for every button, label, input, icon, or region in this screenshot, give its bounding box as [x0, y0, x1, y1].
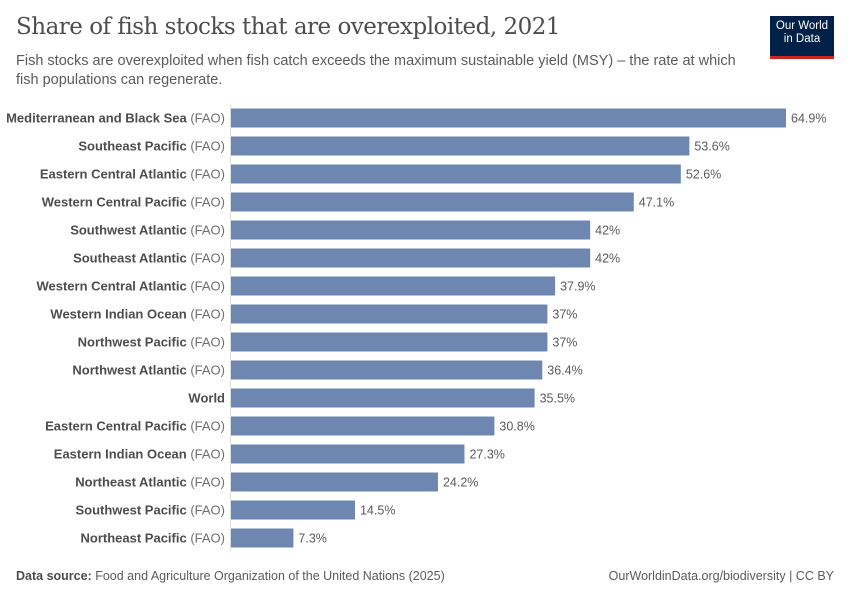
bar[interactable]	[231, 388, 535, 408]
bar[interactable]	[231, 220, 591, 240]
bar[interactable]	[231, 108, 786, 128]
category-name: Northeast Atlantic	[75, 475, 186, 490]
bar[interactable]	[231, 472, 438, 492]
source-text: Food and Agriculture Organization of the…	[95, 569, 445, 583]
category-name: Eastern Central Pacific	[45, 419, 187, 434]
category-suffix: (FAO)	[187, 167, 225, 182]
category-suffix: (FAO)	[187, 139, 225, 154]
category-name: Northwest Atlantic	[72, 363, 186, 378]
bar[interactable]	[231, 528, 294, 548]
bar[interactable]	[231, 192, 634, 212]
category-label: Northeast Pacific (FAO)	[81, 531, 225, 546]
chart-subtitle: Fish stocks are overexploited when fish …	[16, 53, 736, 88]
category-label: Mediterranean and Black Sea (FAO)	[6, 111, 225, 126]
value-label: 7.3%	[298, 532, 327, 546]
category-suffix: (FAO)	[187, 475, 225, 490]
chart-title: Share of fish stocks that are overexploi…	[16, 14, 561, 40]
category-label: Southeast Atlantic (FAO)	[73, 251, 225, 266]
bar[interactable]	[231, 304, 548, 324]
license: | CC BY	[789, 569, 834, 583]
value-label: 27.3%	[469, 448, 504, 462]
category-name: Southwest Pacific	[75, 503, 186, 518]
bar[interactable]	[231, 416, 495, 436]
bar[interactable]	[231, 248, 591, 268]
footer-right: OurWorldinData.org/biodiversity | CC BY	[609, 569, 834, 583]
value-label: 53.6%	[694, 140, 729, 154]
bar[interactable]	[231, 276, 556, 296]
category-suffix: (FAO)	[187, 251, 225, 266]
category-label: Western Central Pacific (FAO)	[42, 195, 225, 210]
value-label: 52.6%	[686, 168, 721, 182]
category-suffix: (FAO)	[187, 503, 225, 518]
value-label: 36.4%	[547, 364, 582, 378]
category-suffix: (FAO)	[187, 195, 225, 210]
category-label: Northwest Atlantic (FAO)	[72, 363, 225, 378]
value-label: 24.2%	[443, 476, 478, 490]
category-name: Eastern Central Atlantic	[40, 167, 187, 182]
category-suffix: (FAO)	[187, 111, 225, 126]
bar[interactable]	[231, 444, 465, 464]
category-name: Northeast Pacific	[81, 531, 187, 546]
category-label: Southwest Atlantic (FAO)	[70, 223, 225, 238]
bar[interactable]	[231, 500, 355, 520]
category-suffix: (FAO)	[187, 335, 225, 350]
value-label: 30.8%	[499, 420, 534, 434]
category-label: Eastern Central Pacific (FAO)	[45, 419, 225, 434]
category-suffix: (FAO)	[187, 307, 225, 322]
category-label: Eastern Indian Ocean (FAO)	[54, 447, 225, 462]
value-label: 37%	[552, 336, 577, 350]
category-label: Southwest Pacific (FAO)	[75, 503, 225, 518]
category-label: Western Indian Ocean (FAO)	[50, 307, 225, 322]
category-suffix: (FAO)	[187, 363, 225, 378]
category-name: Mediterranean and Black Sea	[6, 111, 187, 126]
category-suffix: (FAO)	[187, 223, 225, 238]
category-suffix: (FAO)	[187, 419, 225, 434]
category-name: Eastern Indian Ocean	[54, 447, 187, 462]
value-label: 64.9%	[791, 112, 826, 126]
bar[interactable]	[231, 136, 690, 156]
value-label: 42%	[595, 252, 620, 266]
category-name: Southwest Atlantic	[70, 223, 187, 238]
category-suffix: (FAO)	[187, 531, 225, 546]
owid-logo[interactable]: Our World in Data	[770, 16, 834, 59]
category-name: Western Central Atlantic	[36, 279, 186, 294]
category-label: Eastern Central Atlantic (FAO)	[40, 167, 225, 182]
category-name: Southeast Pacific	[78, 139, 186, 154]
category-label: Northwest Pacific (FAO)	[78, 335, 225, 350]
source-link[interactable]: OurWorldinData.org/biodiversity	[608, 569, 786, 583]
category-label: Southeast Pacific (FAO)	[78, 139, 225, 154]
source-label: Data source:	[16, 569, 92, 583]
bar[interactable]	[231, 360, 543, 380]
value-label: 37%	[552, 308, 577, 322]
value-label: 14.5%	[360, 504, 395, 518]
value-label: 35.5%	[540, 392, 575, 406]
category-label: Western Central Atlantic (FAO)	[36, 279, 225, 294]
category-name: Northwest Pacific	[78, 335, 187, 350]
value-label: 42%	[595, 224, 620, 238]
category-suffix: (FAO)	[187, 279, 225, 294]
category-name: World	[188, 391, 225, 406]
data-source: Data source: Food and Agriculture Organi…	[16, 569, 445, 583]
category-label: Northeast Atlantic (FAO)	[75, 475, 225, 490]
category-name: Western Indian Ocean	[50, 307, 186, 322]
value-label: 47.1%	[639, 196, 674, 210]
category-name: Southeast Atlantic	[73, 251, 187, 266]
category-label: World	[188, 391, 225, 406]
category-suffix: (FAO)	[187, 447, 225, 462]
bar[interactable]	[231, 164, 681, 184]
category-name: Western Central Pacific	[42, 195, 187, 210]
bar[interactable]	[231, 332, 548, 352]
value-label: 37.9%	[560, 280, 595, 294]
